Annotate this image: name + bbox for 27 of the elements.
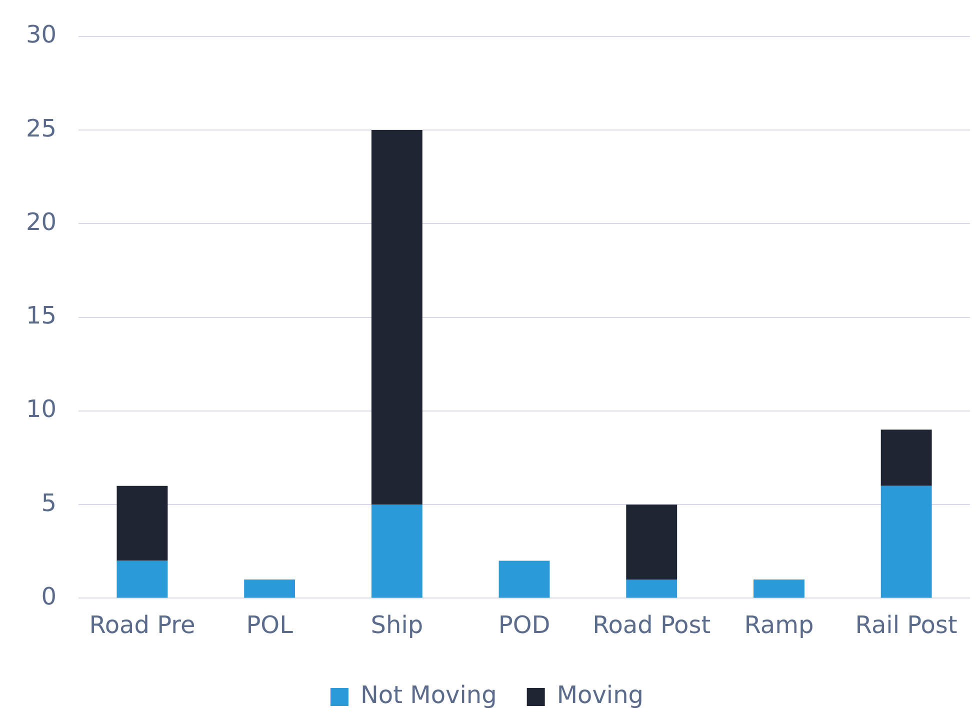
x-tick-label: Ship	[370, 610, 424, 639]
x-tick-label: Ramp	[744, 610, 814, 639]
x-tick-label: POD	[498, 610, 550, 639]
legend-label: Moving	[556, 681, 644, 710]
bar	[626, 579, 678, 598]
y-tick-label: 10	[26, 395, 57, 424]
x-tick-label: Road Pre	[89, 610, 196, 639]
bar	[626, 504, 678, 580]
x-tick-label: Rail Post	[855, 610, 958, 639]
legend-label: Not Moving	[360, 681, 497, 710]
bar	[880, 486, 932, 598]
bar	[116, 560, 168, 598]
bar	[754, 579, 804, 598]
bar	[880, 430, 932, 486]
y-tick-label: 25	[26, 114, 57, 142]
x-tick-label: POL	[246, 610, 294, 639]
bar	[371, 504, 422, 598]
y-tick-label: 20	[26, 208, 57, 236]
bar	[244, 579, 296, 598]
bar	[498, 560, 550, 598]
bar	[116, 486, 168, 561]
bar	[371, 130, 422, 505]
y-tick-label: 5	[41, 488, 57, 517]
y-tick-label: 0	[41, 582, 57, 610]
y-tick-label: 30	[26, 20, 57, 49]
x-tick-label: Road Post	[592, 610, 711, 639]
y-tick-label: 15	[26, 302, 57, 330]
